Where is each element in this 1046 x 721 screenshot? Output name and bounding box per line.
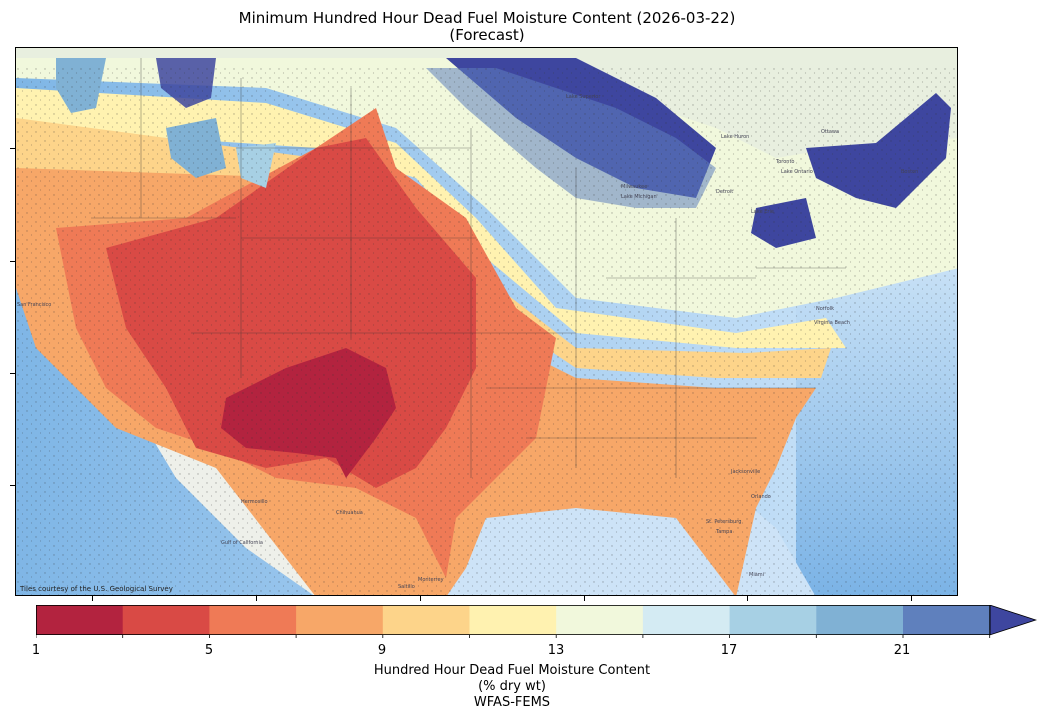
label-st-petersburg: St. Petersburg	[706, 519, 741, 525]
y-tick	[10, 373, 15, 374]
label-lake-huron: Lake Huron	[721, 134, 749, 140]
label-virginia-beach: Virginia Beach	[814, 320, 850, 326]
colorbar-border	[36, 605, 991, 636]
colorbar-segment	[122, 605, 210, 635]
state-borders	[91, 58, 846, 478]
label-san-francisco: San Francisco	[17, 302, 51, 308]
chart-title: Minimum Hundred Hour Dead Fuel Moisture …	[0, 10, 974, 44]
label-lake-erie: Lake Erie	[751, 209, 774, 215]
colorbar-label-line1: Hundred Hour Dead Fuel Moisture Content	[373, 663, 651, 678]
colorbar-tick-1: 1	[31, 643, 41, 658]
colorbar-extend-arrow	[989, 605, 1037, 636]
label-boston: Boston	[901, 169, 918, 175]
label-lake-superior: Lake Superior	[566, 94, 601, 100]
map-panel[interactable]: Hermosillo Chihuahua Monterrey Gulf of C…	[15, 47, 958, 596]
label-chihuahua: Chihuahua	[336, 510, 363, 516]
colorbar-segment	[729, 605, 817, 635]
colorbar-label-line3: WFAS-FEMS	[473, 695, 551, 710]
label-tampa: Tampa	[715, 529, 732, 535]
colorbar-label: Hundred Hour Dead Fuel Moisture Content …	[0, 663, 1024, 711]
colorbar-tick-21: 21	[893, 643, 911, 658]
label-detroit: Detroit	[716, 189, 733, 195]
title-line2: (Forecast)	[449, 26, 525, 44]
colorbar	[36, 605, 1037, 638]
label-miami: Miami	[749, 572, 764, 578]
label-norfolk: Norfolk	[816, 306, 834, 312]
y-tick	[10, 485, 15, 486]
station-stipple	[16, 68, 957, 595]
colorbar-segment	[209, 605, 297, 635]
label-ottawa: Ottawa	[821, 129, 839, 135]
title-line1: Minimum Hundred Hour Dead Fuel Moisture …	[238, 9, 736, 27]
label-monterrey: Monterrey	[418, 577, 444, 583]
colorbar-segment	[556, 605, 644, 635]
fuel-moisture-map: Hermosillo Chihuahua Monterrey Gulf of C…	[16, 48, 957, 595]
y-tick	[10, 148, 15, 149]
label-saltillo: Saltillo	[398, 584, 415, 590]
label-lake-ontario: Lake Ontario	[781, 169, 813, 175]
colorbar-segment	[816, 605, 904, 635]
label-gulf-of-california: Gulf of California	[221, 540, 263, 546]
x-tick	[911, 596, 912, 601]
x-tick	[420, 596, 421, 601]
label-orlando: Orlando	[751, 494, 771, 500]
colorbar-segment	[382, 605, 470, 635]
colorbar-tick-5: 5	[204, 643, 214, 658]
x-tick	[584, 596, 585, 601]
x-tick	[256, 596, 257, 601]
label-hermosillo: Hermosillo	[241, 499, 268, 505]
colorbar-tick-17: 17	[720, 643, 738, 658]
x-tick	[92, 596, 93, 601]
colorbar-label-line2: (% dry wt)	[478, 679, 546, 694]
colorbar-segment	[296, 605, 384, 635]
tile-attribution: Tiles courtesy of the U.S. Geological Su…	[20, 585, 173, 593]
basemap-labels: Hermosillo Chihuahua Monterrey Gulf of C…	[17, 94, 918, 590]
colorbar-segment	[36, 605, 124, 635]
colorbar-tick-9: 9	[377, 643, 387, 658]
label-toronto: Toronto	[775, 159, 794, 165]
label-lake-michigan: Lake Michigan	[621, 194, 657, 200]
label-jacksonville: Jacksonville	[730, 469, 760, 475]
colorbar-segment	[469, 605, 557, 635]
label-milwaukee: Milwaukee	[621, 184, 647, 190]
y-tick	[10, 261, 15, 262]
colorbar-segment	[903, 605, 991, 635]
x-tick	[747, 596, 748, 601]
colorbar-tick-13: 13	[547, 643, 565, 658]
colorbar-segment	[642, 605, 731, 635]
